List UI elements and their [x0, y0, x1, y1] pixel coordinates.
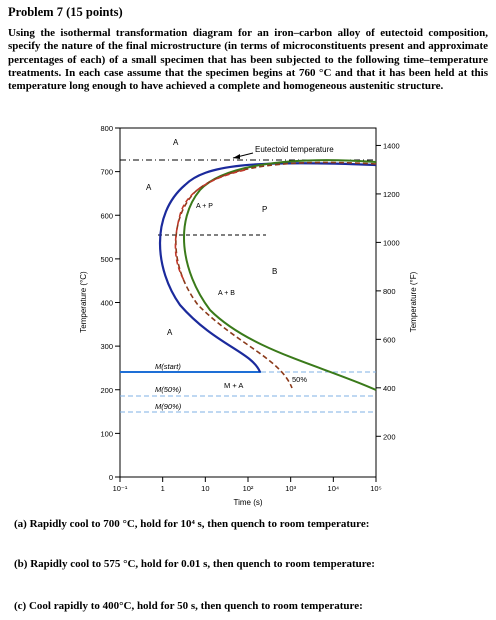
label-m50: M(50%) [155, 385, 182, 394]
label-pearlite: P [262, 205, 267, 214]
right-tick-label: 1000 [383, 238, 400, 247]
plot-frame [119, 127, 377, 478]
x-tick-label: 10³ [285, 484, 296, 493]
x-tick-label: 10⁴ [328, 484, 340, 493]
question-a: (a) Rapidly cool to 700 °C, hold for 10⁴… [14, 518, 370, 530]
x-tick-label: 10² [243, 484, 254, 493]
label-a-plus-p: A + P [196, 203, 213, 210]
eutectoid-label: Eutectoid temperature [255, 145, 334, 154]
right-axis: 200 400 600 800 1000 1200 1400 [376, 141, 400, 441]
left-tick-label: 100 [100, 429, 113, 438]
right-tick-label: 800 [383, 287, 396, 296]
left-tick-label: 200 [100, 386, 113, 395]
right-tick-label: 1200 [383, 190, 400, 199]
x-tick-label: 1 [161, 484, 165, 493]
label-mstart: M(start) [155, 362, 181, 371]
label-m-plus-a: M + A [224, 381, 243, 390]
problem-title: Problem 7 (15 points) [8, 5, 123, 19]
left-tick-label: 300 [100, 342, 113, 351]
left-tick-label: 400 [100, 299, 113, 308]
x-axis: 10⁻¹ 1 10 10² 10³ 10⁴ 10⁵ [113, 477, 382, 493]
label-fifty-percent: 50% [292, 375, 307, 384]
right-tick-label: 600 [383, 335, 396, 344]
left-tick-label: 0 [109, 473, 113, 482]
left-axis: 0 100 200 300 400 500 600 700 800 [100, 124, 120, 482]
y-axis-title-right: Temperature (°F) [409, 271, 418, 332]
fifty-percent-curve [175, 161, 377, 389]
label-a-plus-b: A + B [218, 290, 235, 297]
left-tick-label: 500 [100, 255, 113, 264]
x-tick-label: 10⁵ [370, 484, 381, 493]
start-curve [159, 162, 377, 373]
ttt-diagram: Eutectoid temperature 0 100 200 300 400 500 60… [79, 124, 418, 507]
label-bainite: B [272, 267, 277, 276]
finish-curve [183, 159, 377, 391]
question-c: (c) Cool rapidly to 400°C, hold for 50 s… [14, 600, 363, 612]
left-tick-label: 600 [100, 211, 113, 220]
x-tick-label: 10 [201, 484, 209, 493]
start-curve-dashed [174, 169, 246, 283]
right-tick-label: 400 [383, 384, 396, 393]
label-austenite-left: A [146, 183, 152, 192]
left-tick-label: 700 [100, 168, 113, 177]
x-axis-title: Time (s) [233, 498, 262, 507]
problem-statement: Using the isothermal transformation diag… [8, 27, 488, 93]
left-tick-label: 800 [100, 124, 113, 133]
x-tick-label: 10⁻¹ [113, 484, 128, 493]
question-b: (b) Rapidly cool to 575 °C, hold for 0.0… [14, 558, 375, 570]
right-tick-label: 1400 [383, 141, 400, 150]
label-austenite-low: A [167, 328, 173, 337]
eutectoid-arrowhead [233, 154, 240, 159]
right-tick-label: 200 [383, 432, 396, 441]
label-m90: M(90%) [155, 402, 182, 411]
label-austenite-top: A [173, 138, 179, 147]
y-axis-title-left: Temperature (°C) [79, 271, 88, 333]
